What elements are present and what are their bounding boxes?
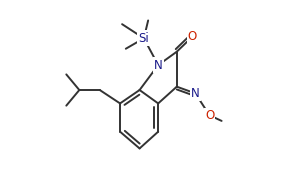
Text: Si: Si [139, 32, 149, 45]
Text: N: N [191, 87, 200, 100]
Text: N: N [154, 59, 163, 72]
Text: O: O [205, 109, 214, 122]
Text: O: O [188, 30, 197, 43]
